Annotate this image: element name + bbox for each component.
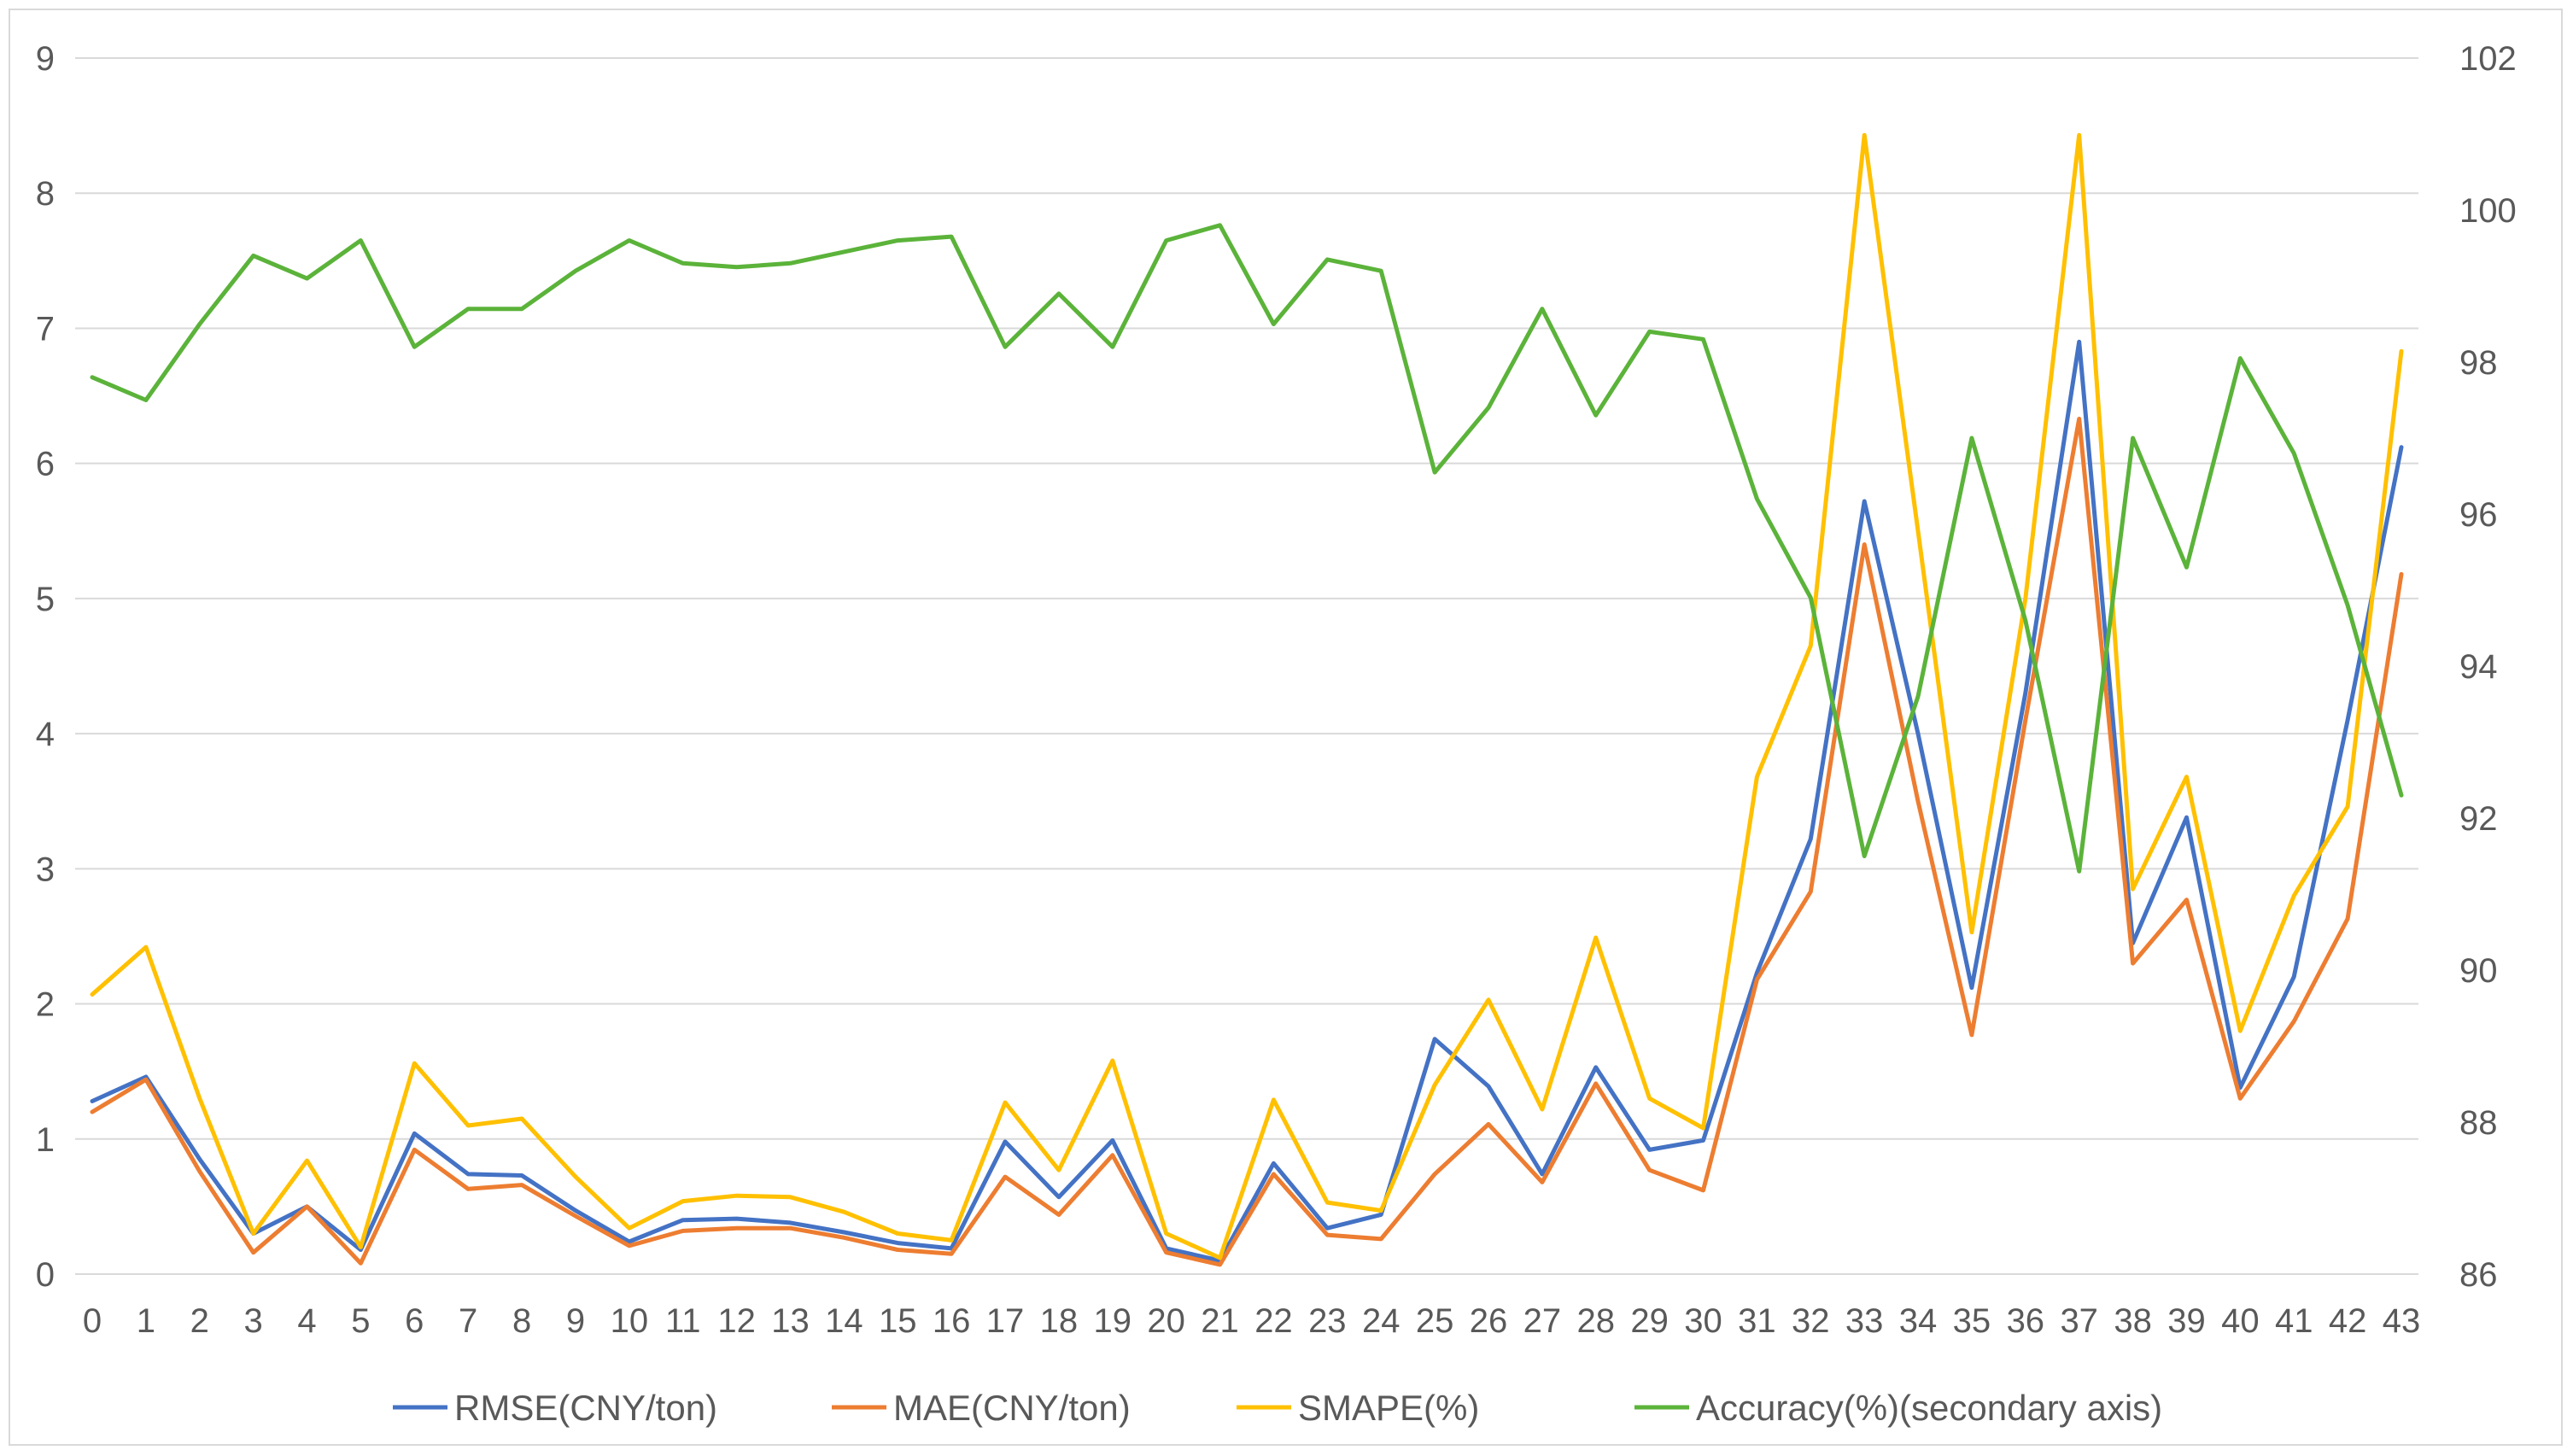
y-tick-label: 3: [36, 851, 55, 888]
x-tick-label: 12: [717, 1302, 756, 1340]
y-tick-label: 6: [36, 446, 55, 483]
x-tick-label: 19: [1094, 1302, 1132, 1340]
legend-label: MAE(CNY/ton): [893, 1388, 1131, 1428]
x-tick-label: 22: [1254, 1302, 1293, 1340]
y2-tick-label: 88: [2459, 1104, 2498, 1142]
y-tick-label: 4: [36, 716, 55, 753]
x-tick-label: 31: [1738, 1302, 1776, 1340]
y-tick-label: 0: [36, 1256, 55, 1294]
x-tick-label: 38: [2114, 1302, 2152, 1340]
y2-axis-ticks: 86 88 90 92 94 96 98 100 102: [2459, 40, 2517, 1294]
x-tick-label: 26: [1470, 1302, 1508, 1340]
y2-tick-label: 90: [2459, 952, 2498, 990]
x-tick-label: 3: [244, 1302, 263, 1340]
x-tick-label: 27: [1523, 1302, 1562, 1340]
x-tick-label: 13: [771, 1302, 810, 1340]
series-line-1: [90, 417, 2404, 1267]
y2-tick-label: 96: [2459, 496, 2498, 534]
y-tick-label: 8: [36, 175, 55, 213]
x-tick-label: 35: [1953, 1302, 1991, 1340]
x-tick-label: 29: [1630, 1302, 1669, 1340]
x-tick-label: 42: [2329, 1302, 2367, 1340]
y2-tick-label: 100: [2459, 192, 2517, 230]
x-tick-label: 9: [566, 1302, 585, 1340]
x-tick-label: 1: [137, 1302, 155, 1340]
y-tick-label: 1: [36, 1121, 55, 1159]
series-lines: [90, 132, 2404, 1267]
x-tick-label: 20: [1147, 1302, 1185, 1340]
y-axis-ticks: 0 1 2 3 4 5 6 7 8 9: [36, 40, 55, 1294]
legend: RMSE(CNY/ton) MAE(CNY/ton) SMAPE(%) Accurac…: [393, 1388, 2162, 1428]
x-tick-label: 7: [459, 1302, 477, 1340]
legend-label: RMSE(CNY/ton): [454, 1388, 717, 1428]
x-tick-label: 39: [2167, 1302, 2206, 1340]
legend-label: Accuracy(%)(secondary axis): [1696, 1388, 2162, 1428]
y-tick-label: 2: [36, 986, 55, 1024]
x-tick-label: 17: [986, 1302, 1025, 1340]
series-line-2: [90, 132, 2404, 1260]
x-tick-label: 8: [512, 1302, 531, 1340]
y2-tick-label: 86: [2459, 1256, 2498, 1294]
x-tick-label: 32: [1792, 1302, 1830, 1340]
x-tick-label: 18: [1040, 1302, 1079, 1340]
x-tick-label: 6: [405, 1302, 424, 1340]
y-tick-label: 5: [36, 581, 55, 618]
x-tick-label: 34: [1899, 1302, 1938, 1340]
y2-tick-label: 94: [2459, 648, 2498, 686]
y-tick-label: 9: [36, 40, 55, 78]
x-tick-label: 15: [879, 1302, 917, 1340]
x-tick-label: 10: [611, 1302, 649, 1340]
series-line-3: [90, 223, 2404, 874]
x-axis-ticks: 0 1 2 3 4 5 6 7 8 9 10 11 12 13 14 15 16 17 18 19 20 21 22 23 24…: [83, 1302, 2420, 1340]
x-tick-label: 14: [825, 1302, 863, 1340]
gridlines: [75, 57, 2418, 1275]
x-tick-label: 37: [2060, 1302, 2098, 1340]
x-tick-label: 40: [2221, 1302, 2260, 1340]
y2-tick-label: 102: [2459, 40, 2517, 78]
x-tick-label: 30: [1684, 1302, 1722, 1340]
x-tick-label: 16: [933, 1302, 971, 1340]
x-tick-label: 28: [1576, 1302, 1615, 1340]
x-tick-label: 11: [665, 1302, 701, 1340]
x-tick-label: 43: [2383, 1302, 2421, 1340]
x-tick-label: 25: [1416, 1302, 1454, 1340]
x-tick-label: 24: [1362, 1302, 1401, 1340]
legend-label: SMAPE(%): [1298, 1388, 1479, 1428]
x-tick-label: 36: [2007, 1302, 2045, 1340]
y2-tick-label: 92: [2459, 800, 2498, 838]
x-tick-label: 33: [1845, 1302, 1884, 1340]
x-tick-label: 23: [1308, 1302, 1347, 1340]
y2-tick-label: 98: [2459, 344, 2498, 382]
x-tick-label: 4: [297, 1302, 316, 1340]
series-line-0: [90, 339, 2404, 1263]
x-tick-label: 5: [351, 1302, 370, 1340]
x-tick-label: 41: [2275, 1302, 2313, 1340]
y-tick-label: 7: [36, 310, 55, 348]
x-tick-label: 21: [1201, 1302, 1239, 1340]
x-tick-label: 0: [83, 1302, 102, 1340]
x-tick-label: 2: [190, 1302, 209, 1340]
